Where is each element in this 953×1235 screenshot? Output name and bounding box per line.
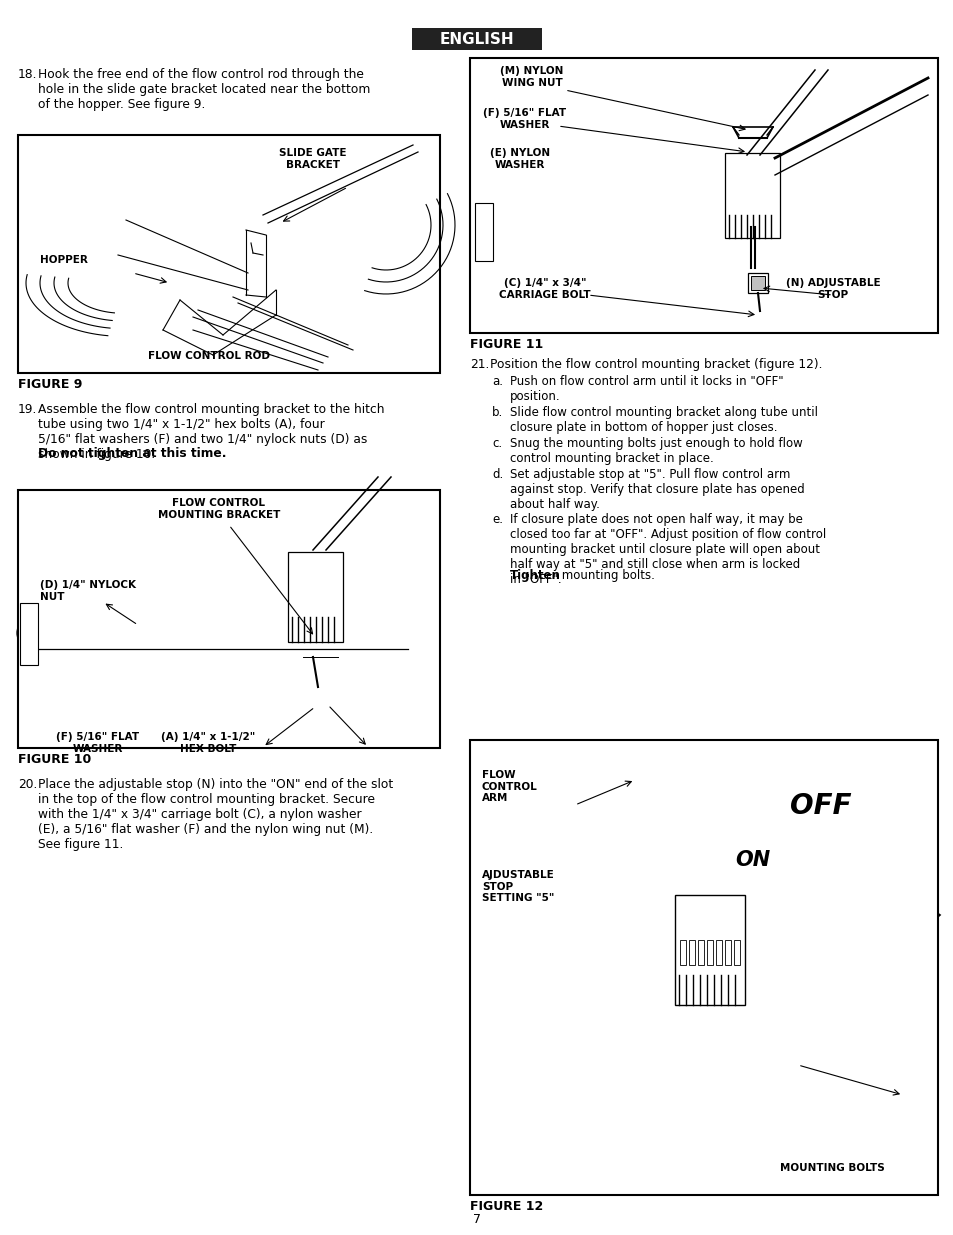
Text: Push on flow control arm until it locks in "OFF"
position.: Push on flow control arm until it locks … [510,375,782,403]
Circle shape [720,1020,729,1030]
Polygon shape [343,537,363,642]
Bar [698,940,703,965]
Circle shape [745,268,760,282]
Bar [470,58,937,333]
Text: SLIDE GATE
BRACKET: SLIDE GATE BRACKET [279,148,346,169]
Text: a.: a. [492,375,502,388]
Text: If closure plate does not open half way, it may be
closed too far at "OFF". Adju: If closure plate does not open half way,… [510,513,825,585]
Bar [706,940,712,965]
Polygon shape [837,1087,867,1123]
Text: 7: 7 [473,1213,480,1226]
Text: (D) 1/4" NYLOCK
NUT: (D) 1/4" NYLOCK NUT [40,580,136,601]
Polygon shape [780,140,796,238]
Text: 18.: 18. [18,68,37,82]
Polygon shape [490,815,927,1107]
Bar [675,895,744,1005]
Text: (E) NYLON
WASHER: (E) NYLON WASHER [490,148,550,169]
Polygon shape [33,618,408,650]
Text: 20.: 20. [18,778,37,790]
Text: d.: d. [492,468,503,480]
Bar [18,490,439,748]
Circle shape [752,309,764,321]
Bar [733,940,740,965]
Text: Set adjustable stop at "5". Pull flow control arm
against stop. Verify that clos: Set adjustable stop at "5". Pull flow co… [510,468,804,511]
Bar [18,135,439,373]
Ellipse shape [742,161,762,168]
Bar [724,940,730,965]
Polygon shape [488,219,907,249]
Text: Do not tighten at this time.: Do not tighten at this time. [38,447,226,459]
Text: (F) 5/16" FLAT
WASHER: (F) 5/16" FLAT WASHER [483,107,566,130]
Text: Snug the mounting bolts just enough to hold flow
control mounting bracket in pla: Snug the mounting bolts just enough to h… [510,437,801,466]
Text: FIGURE 10: FIGURE 10 [18,753,91,766]
Text: Slide flow control mounting bracket along tube until
closure plate in bottom of : Slide flow control mounting bracket alon… [510,406,817,433]
Ellipse shape [312,688,317,690]
Text: ON: ON [734,850,769,869]
Text: 19.: 19. [18,403,37,416]
Circle shape [307,692,323,706]
Polygon shape [579,855,932,1145]
Text: Position the flow control mounting bracket (figure 12).: Position the flow control mounting brack… [490,358,821,370]
Text: Place the adjustable stop (N) into the "ON" end of the slot
in the top of the fl: Place the adjustable stop (N) into the "… [38,778,393,851]
Circle shape [356,574,363,580]
Circle shape [746,131,759,143]
Bar [724,153,780,238]
Circle shape [684,1020,695,1030]
Text: (M) NYLON
WING NUT: (M) NYLON WING NUT [499,65,563,88]
Text: (F) 5/16" FLAT
WASHER: (F) 5/16" FLAT WASHER [56,732,139,753]
Bar [750,275,764,290]
Circle shape [845,1098,859,1112]
Polygon shape [639,910,939,1173]
Text: (C) 1/4" x 3/4"
CARRIAGE BOLT: (C) 1/4" x 3/4" CARRIAGE BOLT [498,278,590,300]
Text: Assemble the flow control mounting bracket to the hitch
tube using two 1/4" x 1-: Assemble the flow control mounting brack… [38,403,384,461]
Bar [688,940,695,965]
Text: 21.: 21. [470,358,489,370]
Text: FIGURE 12: FIGURE 12 [470,1200,542,1213]
Text: ENGLISH: ENGLISH [439,32,514,47]
Text: FLOW CONTROL
MOUNTING BRACKET: FLOW CONTROL MOUNTING BRACKET [157,498,280,520]
Text: mounting bolts.: mounting bolts. [558,569,654,582]
Text: OFF: OFF [789,792,851,820]
Text: FLOW CONTROL ROD: FLOW CONTROL ROD [148,351,270,361]
Circle shape [801,1098,814,1112]
Text: FIGURE 11: FIGURE 11 [470,338,542,351]
Ellipse shape [308,685,322,692]
Text: Tighten: Tighten [510,569,560,582]
Bar [20,603,38,664]
Text: (N) ADJUSTABLE
STOP: (N) ADJUSTABLE STOP [785,278,880,300]
Bar [475,203,493,261]
Bar [470,740,937,1195]
Text: AJDUSTABLE
STOP
SETTING "5": AJDUSTABLE STOP SETTING "5" [481,869,554,903]
Ellipse shape [748,163,757,165]
Bar [679,940,685,965]
Bar [716,940,721,965]
Text: c.: c. [492,437,501,450]
Text: HOPPER: HOPPER [40,254,88,266]
Text: e.: e. [492,513,502,526]
Ellipse shape [748,149,757,154]
Text: FLOW
CONTROL
ARM: FLOW CONTROL ARM [481,769,537,803]
Text: Hook the free end of the flow control rod through the
hole in the slide gate bra: Hook the free end of the flow control ro… [38,68,370,111]
Bar [288,552,343,642]
Text: MOUNTING BOLTS: MOUNTING BOLTS [780,1163,883,1173]
Polygon shape [499,815,917,1097]
Ellipse shape [477,222,488,246]
Bar [747,273,767,293]
Polygon shape [713,1011,736,1037]
Circle shape [356,599,363,605]
Polygon shape [792,1087,822,1123]
Ellipse shape [741,148,763,156]
Text: FIGURE 9: FIGURE 9 [18,378,82,391]
Polygon shape [678,1011,700,1037]
Text: (A) 1/4" x 1-1/2"
HEX BOLT: (A) 1/4" x 1-1/2" HEX BOLT [161,732,254,753]
Polygon shape [33,605,408,618]
Bar [412,28,541,49]
Ellipse shape [23,624,33,646]
Text: b.: b. [492,406,503,419]
Polygon shape [488,207,923,219]
